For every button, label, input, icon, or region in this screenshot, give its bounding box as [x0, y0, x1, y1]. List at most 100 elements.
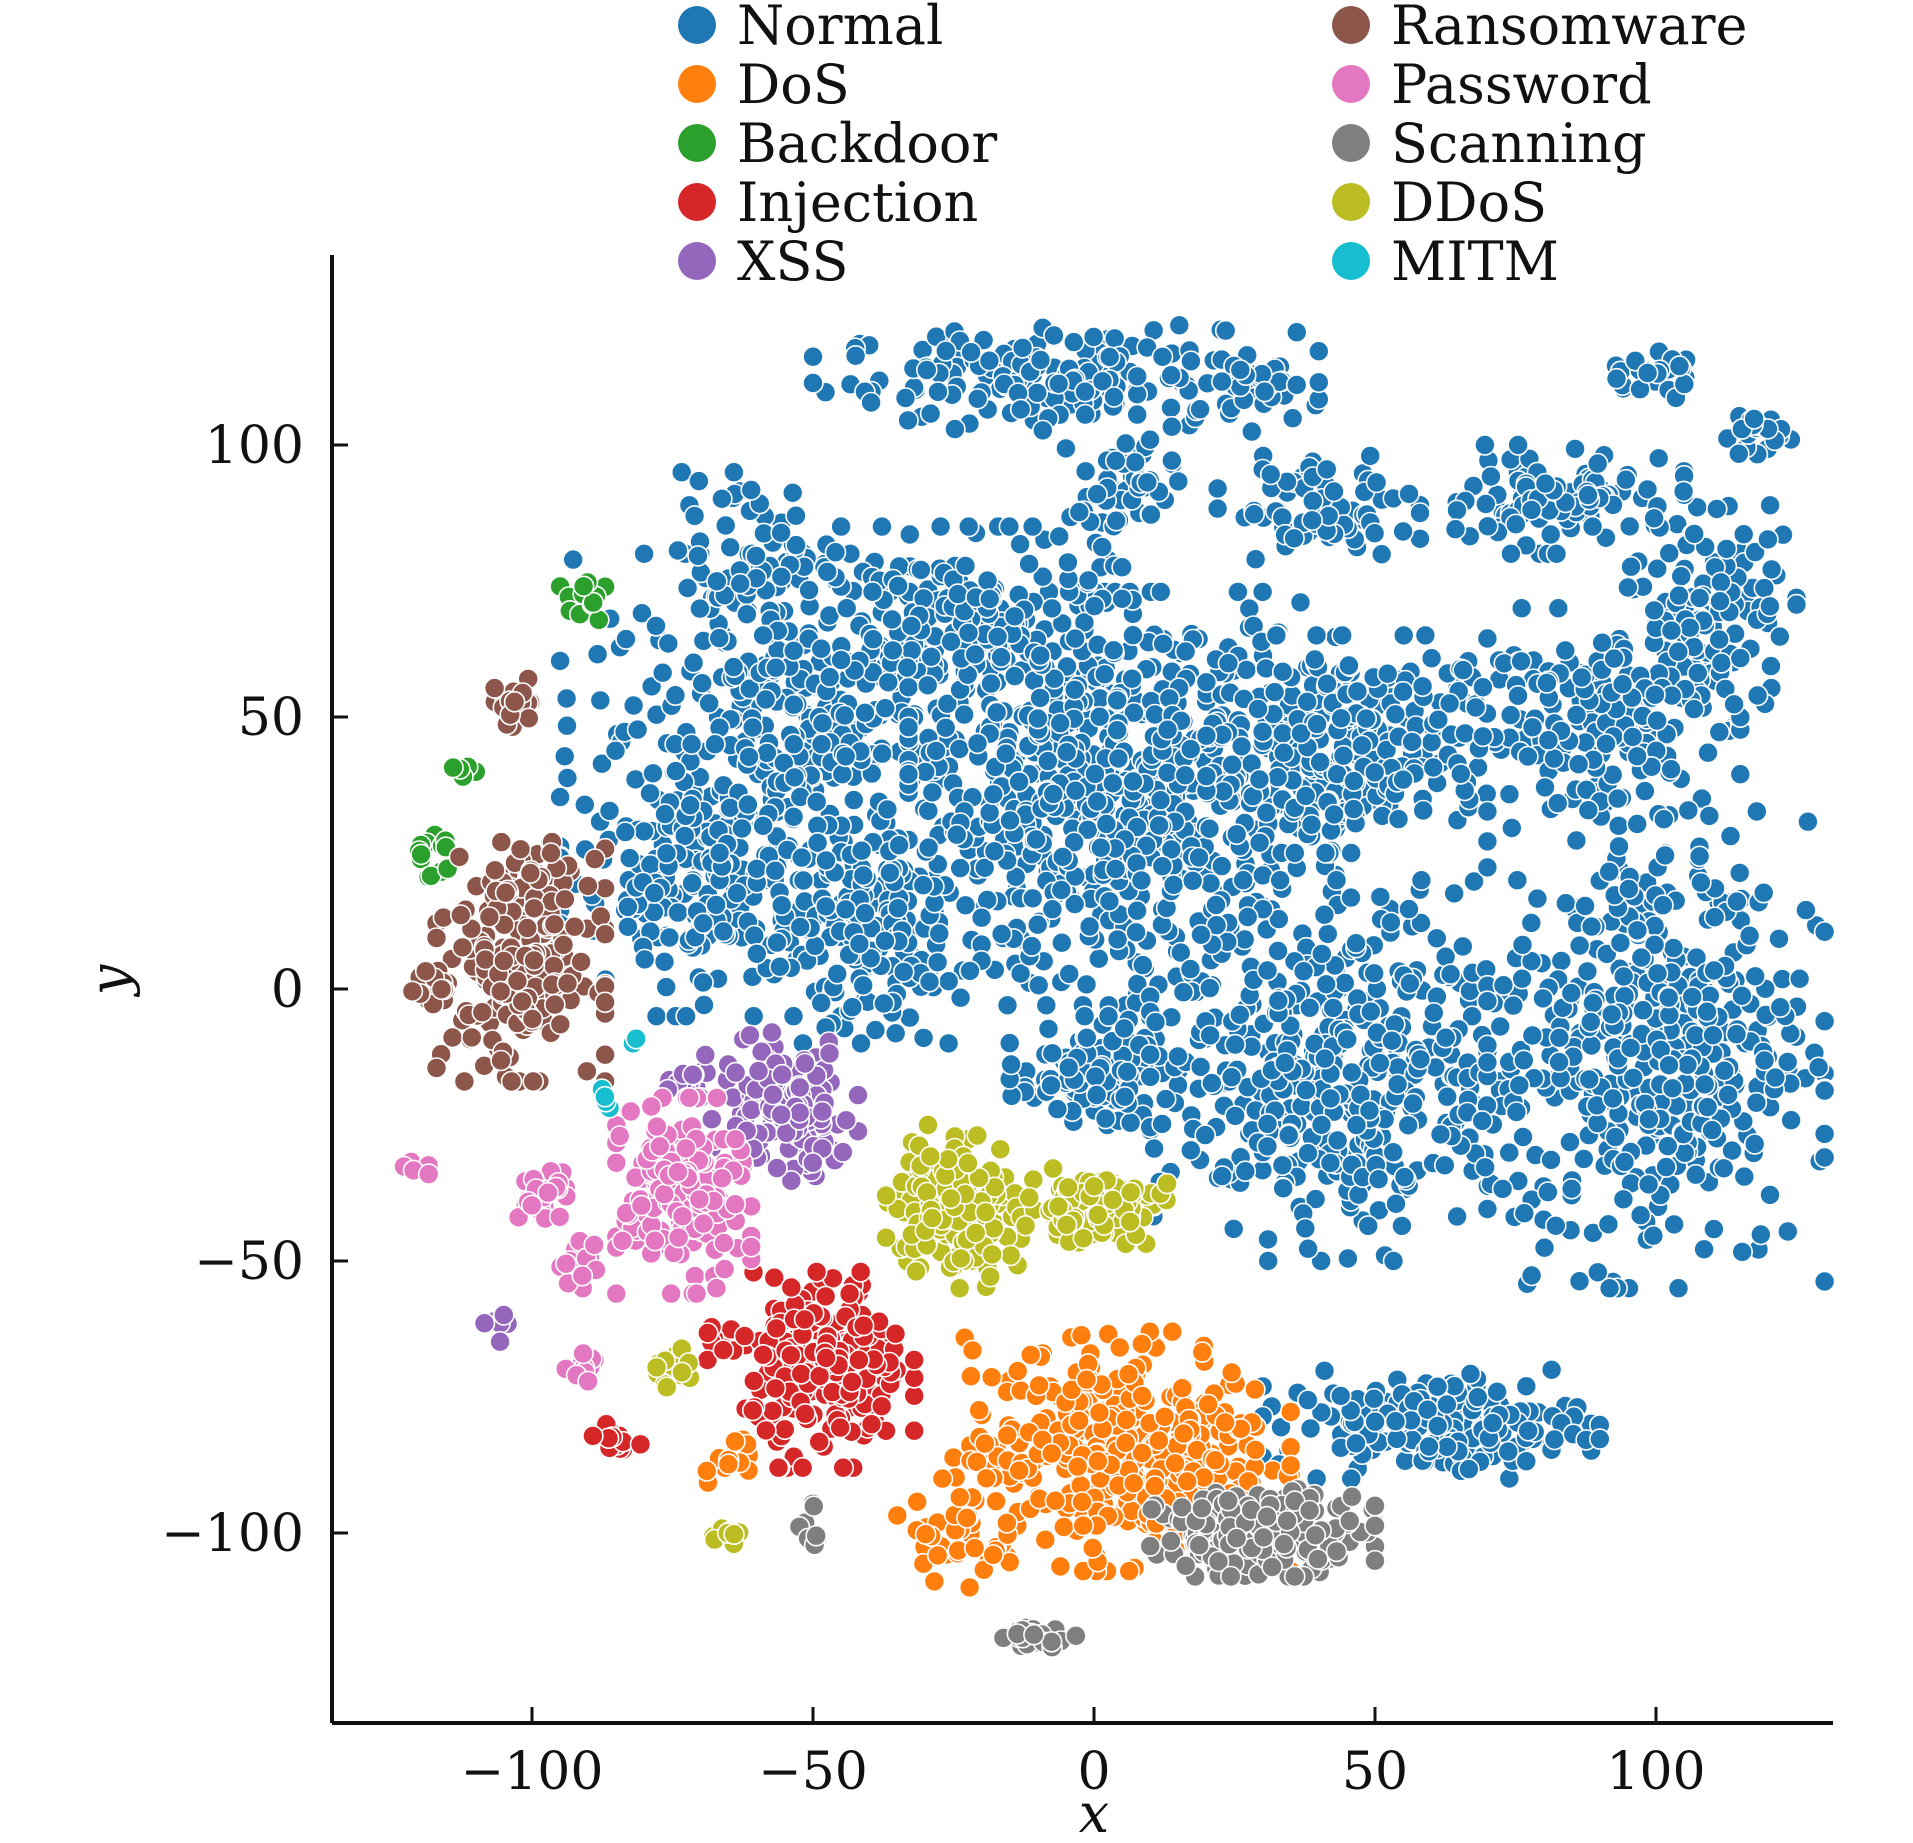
data-point — [1520, 912, 1543, 934]
data-point — [1769, 996, 1791, 1019]
data-point — [1632, 999, 1654, 1022]
data-point — [1026, 382, 1049, 404]
data-point — [1086, 483, 1108, 505]
data-point — [994, 742, 1017, 765]
data-point — [1547, 597, 1570, 620]
data-point — [1777, 1220, 1799, 1243]
data-point — [1124, 451, 1146, 474]
data-point — [1673, 373, 1696, 395]
data-point — [849, 1261, 872, 1283]
data-point — [642, 762, 664, 785]
data-point — [1507, 684, 1529, 707]
data-point — [453, 1070, 476, 1093]
data-point — [801, 1152, 824, 1174]
data-point — [722, 656, 745, 678]
data-point — [1091, 536, 1113, 558]
data-point — [1195, 671, 1218, 694]
data-point — [1708, 628, 1730, 651]
data-point — [876, 798, 899, 821]
data-point — [741, 1399, 764, 1422]
data-point — [850, 839, 873, 862]
data-point — [1076, 1027, 1098, 1049]
data-point — [1502, 994, 1525, 1017]
data-point — [705, 894, 728, 916]
data-point — [604, 739, 627, 762]
data-point — [1391, 1215, 1413, 1237]
data-point — [712, 1339, 735, 1361]
data-point — [1229, 359, 1252, 381]
data-point — [764, 859, 787, 882]
data-point — [782, 733, 805, 756]
data-point — [1813, 1270, 1836, 1293]
data-point — [695, 1460, 718, 1482]
data-point — [692, 912, 715, 935]
data-point — [1131, 1333, 1153, 1355]
data-point — [1077, 569, 1100, 592]
data-point — [897, 716, 920, 739]
data-point — [1164, 1452, 1186, 1475]
data-point — [1574, 895, 1596, 917]
data-point — [1545, 542, 1568, 565]
data-point — [1398, 898, 1420, 920]
data-point — [555, 687, 578, 710]
data-point — [691, 672, 714, 695]
data-point — [519, 862, 542, 884]
data-point — [676, 577, 699, 599]
data-point — [1297, 1142, 1319, 1164]
data-point — [1663, 1213, 1685, 1236]
data-point — [1199, 977, 1221, 999]
data-point — [473, 1312, 496, 1334]
data-point — [1029, 644, 1052, 667]
data-point — [1676, 1054, 1699, 1076]
data-point — [618, 847, 641, 869]
data-point — [1317, 923, 1339, 945]
data-point — [958, 1576, 981, 1599]
data-point — [888, 834, 910, 857]
data-point — [589, 689, 612, 712]
data-point — [698, 692, 720, 715]
data-point — [1568, 1270, 1591, 1292]
legend-marker — [1332, 124, 1370, 162]
data-point — [667, 539, 689, 562]
data-point — [1511, 934, 1534, 956]
data-point — [1314, 1047, 1336, 1070]
data-point — [881, 608, 903, 631]
data-point — [770, 894, 793, 917]
data-point — [1055, 741, 1078, 764]
data-point — [1548, 1051, 1570, 1073]
data-point — [1217, 652, 1240, 675]
data-point — [1220, 1361, 1243, 1384]
data-point — [594, 991, 616, 1014]
data-point — [1657, 986, 1680, 1009]
data-point — [1316, 672, 1338, 695]
data-point — [838, 1282, 861, 1305]
data-point — [1021, 935, 1043, 957]
data-point — [1471, 1110, 1493, 1132]
data-point — [960, 1365, 982, 1387]
data-point — [1197, 1393, 1219, 1416]
data-point — [810, 733, 833, 756]
data-point — [1259, 463, 1282, 486]
data-point — [1302, 490, 1324, 512]
data-point — [826, 962, 849, 985]
data-point — [1589, 1428, 1611, 1450]
data-point — [1162, 874, 1185, 896]
data-point — [953, 703, 976, 726]
data-point — [1382, 1141, 1404, 1163]
legend-item-backdoor: Backdoor — [678, 112, 997, 175]
data-point — [1144, 1475, 1166, 1497]
data-point — [1063, 678, 1086, 701]
data-point — [788, 1101, 811, 1124]
data-point — [645, 1005, 668, 1028]
data-point — [912, 874, 935, 897]
data-point — [861, 580, 884, 603]
data-point — [549, 650, 571, 672]
data-point — [1759, 1184, 1781, 1206]
data-point — [978, 588, 1001, 610]
data-point — [1279, 1401, 1302, 1423]
data-point — [1780, 1109, 1802, 1131]
data-point — [847, 1084, 869, 1106]
data-point — [814, 895, 837, 918]
data-point — [1713, 1059, 1736, 1082]
data-point — [1304, 648, 1326, 671]
